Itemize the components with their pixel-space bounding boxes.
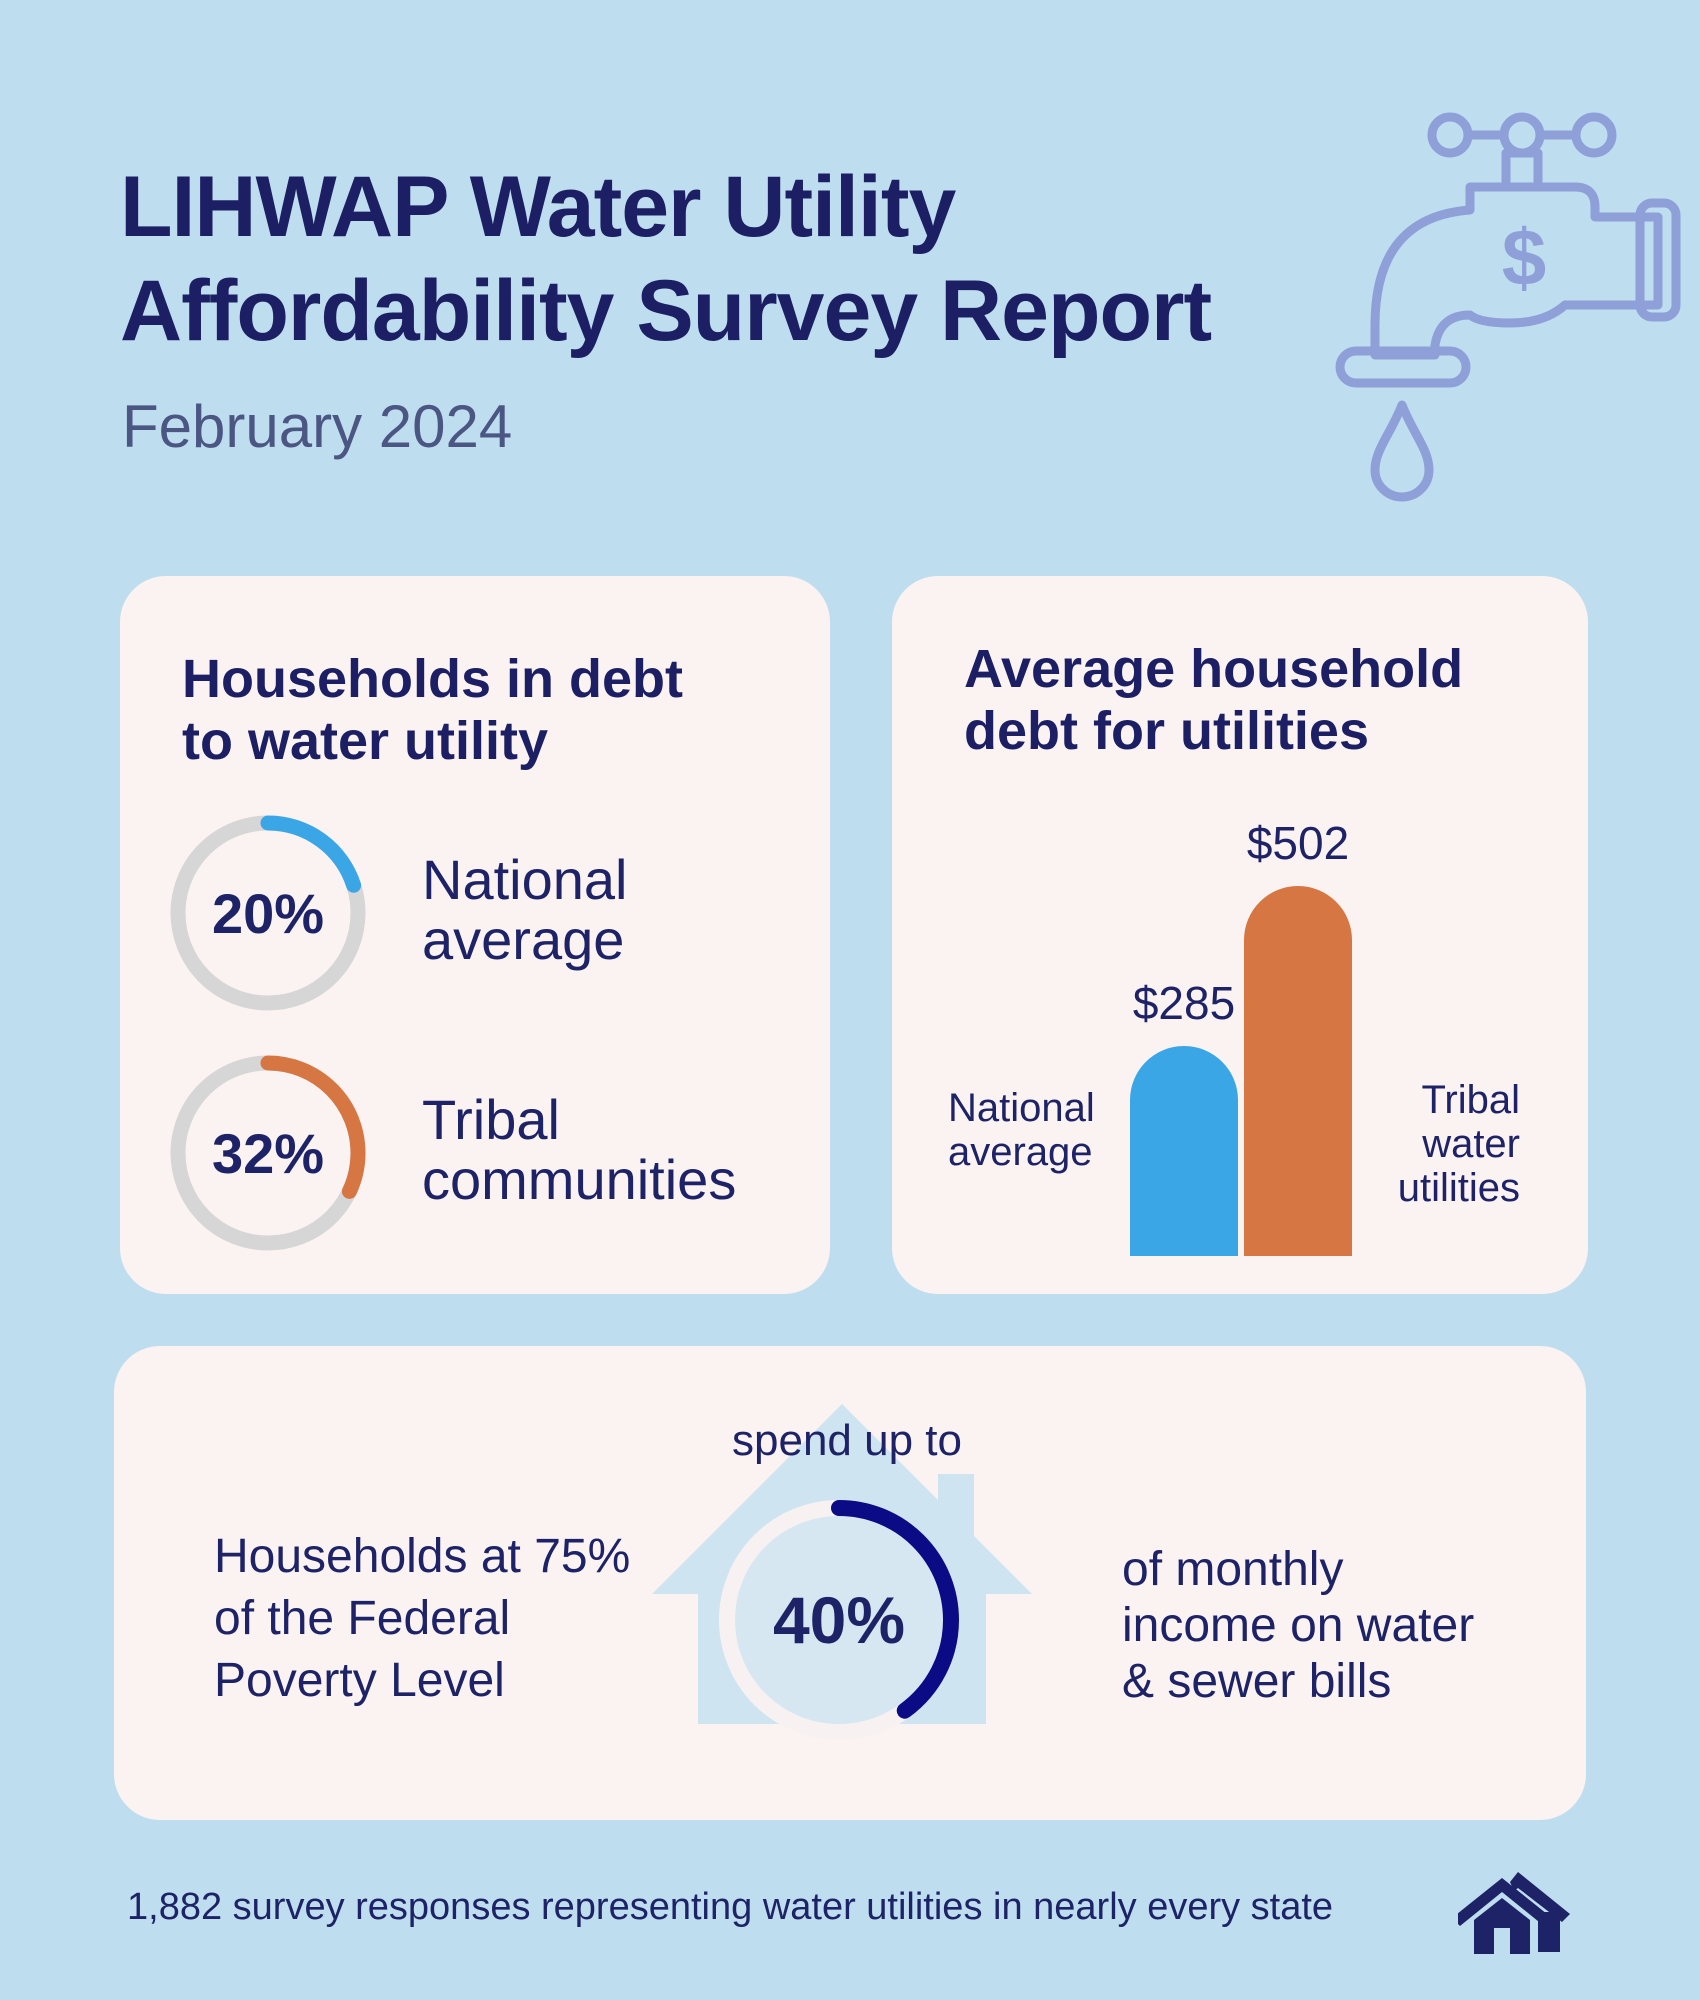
page-subtitle: February 2024 bbox=[122, 393, 513, 460]
label-line-2: communities bbox=[422, 1148, 737, 1211]
page-title: LIHWAP Water Utility Affordability Surve… bbox=[120, 155, 1212, 363]
svg-text:$: $ bbox=[1502, 213, 1547, 302]
ring-arc bbox=[170, 1055, 366, 1251]
label-line-3: Poverty Level bbox=[214, 1654, 505, 1707]
tribal-communities-label: Tribal communities bbox=[422, 1090, 736, 1210]
households-in-debt-heading: Households in debt to water utility bbox=[182, 648, 683, 772]
heading-line-2: to water utility bbox=[182, 711, 549, 771]
label-line-2: average bbox=[948, 1130, 1093, 1174]
tribal-debt-ring: 32% bbox=[168, 1053, 368, 1253]
faucet-dollar-icon: $ bbox=[1320, 105, 1700, 510]
poverty-households-label: Households at 75% of the Federal Poverty… bbox=[214, 1526, 630, 1712]
bar bbox=[1244, 886, 1352, 1256]
label-line-2: average bbox=[422, 908, 625, 971]
households-in-debt-card: Households in debt to water utility 20% … bbox=[120, 576, 830, 1294]
ring-percent-label: 20% bbox=[211, 881, 325, 945]
heading-line-1: Households in debt bbox=[182, 649, 684, 709]
poverty-spending-card: Households at 75% of the Federal Poverty… bbox=[114, 1346, 1586, 1820]
bar-value-label: $285 bbox=[1132, 976, 1236, 1029]
ring-percent-label: 40% bbox=[772, 1583, 906, 1657]
bar bbox=[1130, 1045, 1238, 1256]
footer-text: 1,882 survey responses representing wate… bbox=[127, 1886, 1334, 1928]
bar-label-national: National average bbox=[948, 1086, 1095, 1174]
label-line-2: of the Federal bbox=[214, 1592, 511, 1645]
label-line-1: of monthly bbox=[1122, 1543, 1344, 1596]
label-line-1: Households at 75% bbox=[214, 1530, 631, 1583]
spend-up-to-label: spend up to bbox=[732, 1416, 962, 1465]
national-average-label: National average bbox=[422, 850, 627, 970]
heading-line-2: debt for utilities bbox=[964, 701, 1369, 761]
label-line-1: National bbox=[422, 848, 628, 911]
tribal-ring-chart bbox=[170, 1055, 366, 1251]
label-line-3: & sewer bills bbox=[1122, 1655, 1392, 1708]
label-line-2: water bbox=[1422, 1122, 1520, 1166]
bar-value-label: $502 bbox=[1246, 817, 1350, 869]
average-debt-heading: Average household debt for utilities bbox=[964, 638, 1463, 762]
label-line-1: Tribal bbox=[1421, 1078, 1520, 1122]
title-line-1: LIHWAP Water Utility bbox=[120, 159, 956, 255]
label-line-1: Tribal bbox=[422, 1088, 560, 1151]
ring-arc bbox=[170, 815, 366, 1011]
national-debt-ring: 20% bbox=[168, 813, 368, 1013]
monthly-income-label: of monthly income on water & sewer bills bbox=[1122, 1542, 1474, 1710]
poverty-ring-chart bbox=[719, 1500, 959, 1740]
national-ring-chart bbox=[170, 815, 366, 1011]
label-line-2: income on water bbox=[1122, 1599, 1475, 1652]
houses-icon bbox=[1452, 1870, 1572, 1961]
debt-bar-chart: $285 $502 bbox=[892, 576, 1588, 1294]
title-line-2: Affordability Survey Report bbox=[120, 263, 1212, 359]
ring-arc bbox=[719, 1500, 959, 1740]
average-debt-card: Average household debt for utilities $28… bbox=[892, 576, 1588, 1294]
heading-line-1: Average household bbox=[964, 639, 1464, 699]
bar-label-tribal: Tribal water utilities bbox=[1398, 1078, 1520, 1210]
label-line-1: National bbox=[948, 1086, 1095, 1130]
label-line-3: utilities bbox=[1397, 1166, 1520, 1210]
poverty-ring: 40% bbox=[714, 1495, 964, 1745]
ring-percent-label: 32% bbox=[211, 1121, 325, 1185]
